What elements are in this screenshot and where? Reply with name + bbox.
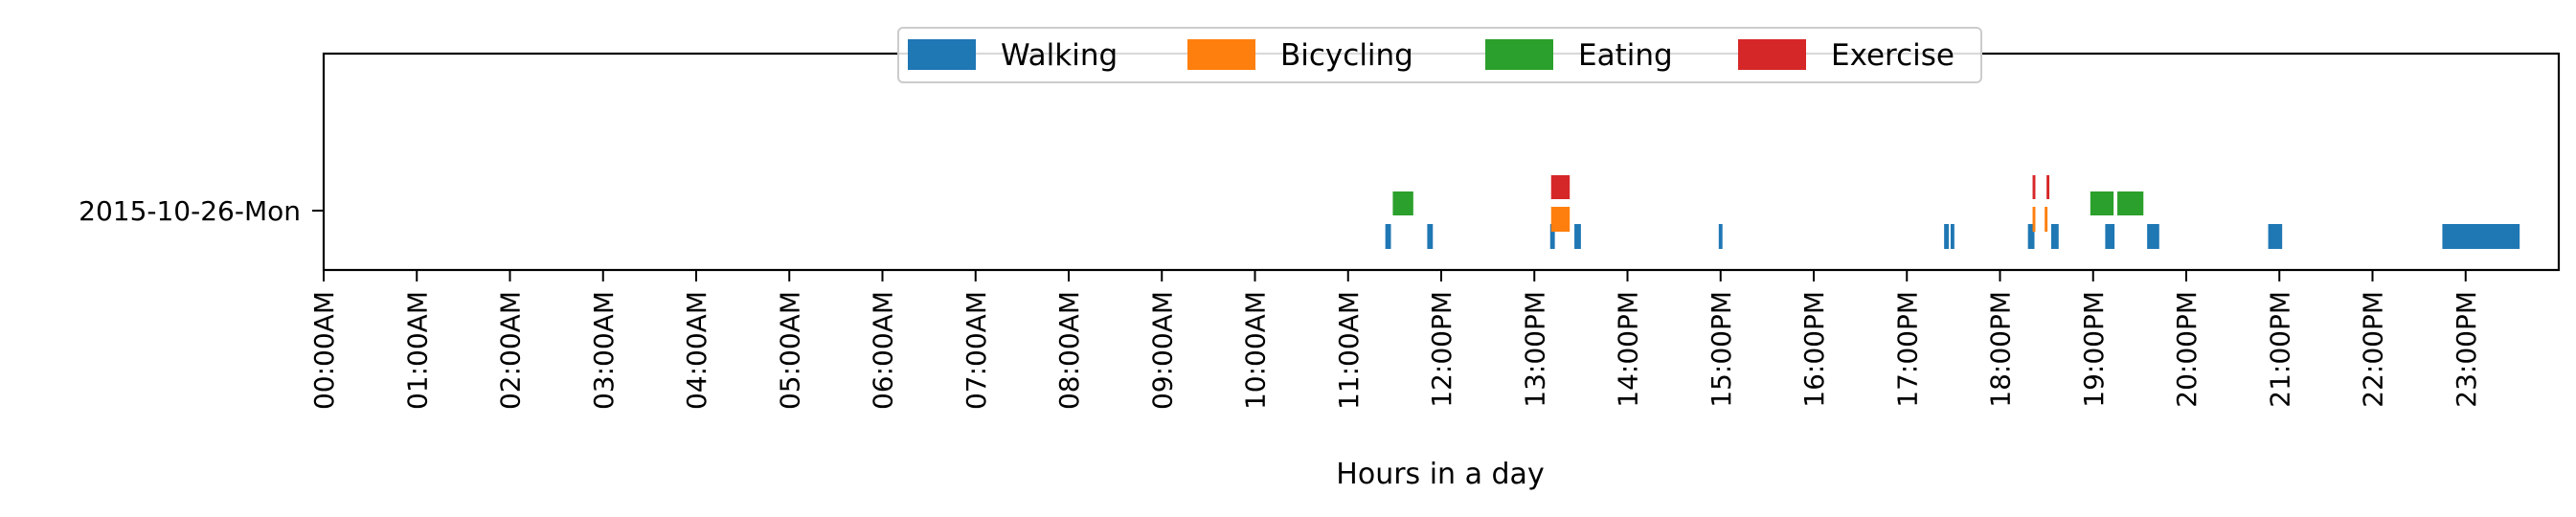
y-axis: 2015-10-26-Mon (79, 195, 324, 227)
legend-swatch (1187, 39, 1255, 70)
walking-interval-bar (2050, 224, 2059, 249)
walking-interval-bar (2268, 224, 2283, 249)
walking-interval-bar (1574, 224, 1581, 249)
exercise-interval-bar (2046, 175, 2050, 199)
x-tick-label: 00:00AM (308, 291, 340, 410)
legend-label: Walking (1001, 38, 1118, 73)
bicycling-interval-bar (2045, 207, 2048, 232)
legend-label: Exercise (1831, 38, 1955, 73)
bicycling-interval-bar (1550, 207, 1570, 232)
x-tick-label: 13:00PM (1519, 291, 1550, 408)
x-tick-label: 06:00AM (868, 291, 899, 410)
exercise-interval-bar (2032, 175, 2036, 199)
walking-interval-bar (2027, 224, 2035, 249)
x-tick-label: 22:00PM (2358, 291, 2389, 408)
walking-interval-bar (1427, 224, 1434, 249)
walking-interval-bar (2105, 224, 2115, 249)
legend-swatch (908, 39, 976, 70)
walking-interval-bar (1718, 224, 1723, 249)
x-tick-label: 15:00PM (1706, 291, 1737, 408)
exercise-interval-bar (1550, 175, 1570, 199)
x-tick-label: 01:00AM (401, 291, 433, 410)
walking-interval-bar (1950, 224, 1955, 249)
legend: Walking Bicycling Eating Exercise (897, 27, 1982, 83)
x-axis-label: Hours in a day (1336, 458, 1544, 491)
x-tick-label: 02:00AM (495, 291, 527, 410)
y-tick-label: 2015-10-26-Mon (79, 195, 301, 227)
x-tick-label: 19:00PM (2078, 291, 2110, 408)
legend-label: Eating (1578, 38, 1673, 73)
x-tick-label: 09:00AM (1146, 291, 1178, 410)
x-tick-label: 16:00PM (1798, 291, 1830, 408)
legend-swatch (1738, 39, 1806, 70)
bicycling-interval-bar (2032, 207, 2036, 232)
x-axis: 00:00AM 01:00AM 02:00AM 03:00AM 04:00AM 05:00… (308, 270, 2482, 410)
x-tick-label: 08:00AM (1053, 291, 1085, 410)
plot-frame (322, 52, 2561, 272)
x-tick-label: 05:00AM (774, 291, 805, 410)
legend-label: Bicycling (1280, 38, 1413, 73)
x-tick-label: 23:00PM (2451, 291, 2482, 408)
x-tick-label: 07:00AM (960, 291, 992, 410)
walking-interval-bar (1944, 224, 1950, 249)
walking-interval-bar (2147, 224, 2159, 249)
x-tick-label: 17:00PM (1891, 291, 1923, 408)
x-tick-label: 21:00PM (2264, 291, 2295, 408)
eating-interval-bar (2090, 191, 2114, 215)
x-tick-label: 04:00AM (681, 291, 712, 410)
walking-interval-bar (1385, 224, 1391, 249)
eating-interval-bar (1392, 191, 1413, 215)
walking-interval-bar (1549, 224, 1555, 249)
x-tick-label: 18:00PM (1985, 291, 2017, 408)
legend-box (897, 27, 1982, 83)
x-tick-label: 14:00PM (1613, 291, 1644, 408)
eating-interval-bar (2117, 191, 2144, 215)
walking-interval-bar (2442, 224, 2520, 249)
x-tick-label: 11:00AM (1333, 291, 1365, 410)
legend-swatch (1485, 39, 1553, 70)
x-tick-label: 12:00PM (1426, 291, 1457, 408)
x-tick-label: 20:00PM (2171, 291, 2203, 408)
x-tick-label: 03:00AM (588, 291, 620, 410)
marks-layer (1385, 175, 2520, 249)
x-tick-label: 10:00AM (1240, 291, 1272, 410)
